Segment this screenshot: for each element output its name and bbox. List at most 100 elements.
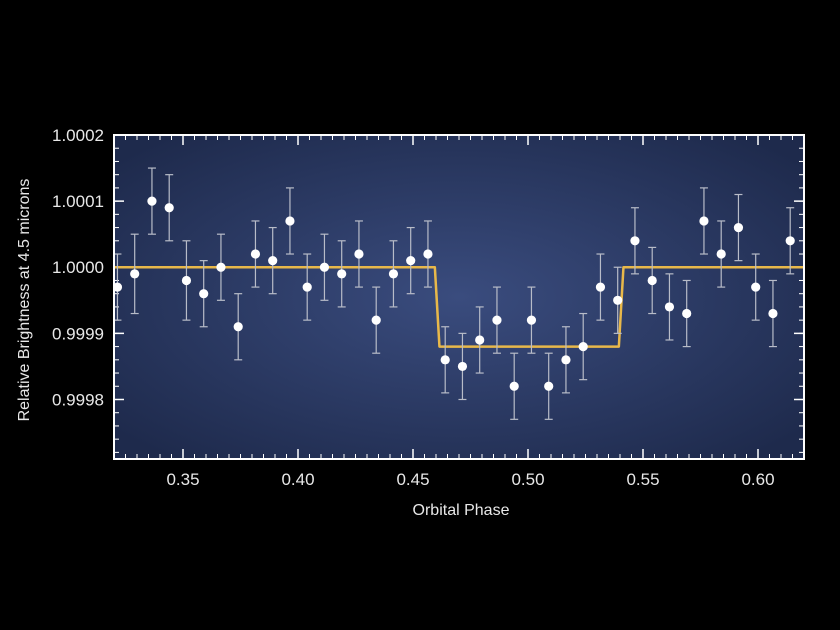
point-marker [114,282,123,292]
data-point [475,306,485,374]
data-point [406,226,416,295]
y-tick-label: 0.9998 [52,390,104,409]
point-marker [337,269,347,279]
point-marker [423,249,433,259]
data-point [699,187,709,255]
data-point [682,279,692,348]
x-tick-labels: 0.35 0.40 0.45 0.50 0.55 0.60 [166,470,774,489]
model-layer [114,265,804,348]
point-marker [388,269,399,279]
point-marker [147,196,157,206]
point-marker [613,295,623,305]
x-tick-label: 0.60 [741,470,774,489]
point-marker [371,315,381,325]
data-point [630,207,640,275]
data-point [319,233,330,301]
data-point [526,286,537,354]
y-tick-labels: 0.9998 0.9999 1.0000 1.0001 1.0002 [52,126,104,409]
point-marker [181,275,192,286]
y-tick-label: 1.0002 [52,126,104,145]
points-layer [114,167,795,420]
x-axis-label: Orbital Phase [413,502,510,519]
point-marker [630,236,640,246]
point-marker [509,381,519,391]
point-marker [785,236,795,246]
point-marker [216,262,226,272]
point-marker [319,262,330,272]
data-point [509,352,519,420]
y-axis-label: Relative Brightness at 4.5 microns [16,179,33,422]
point-marker [595,282,606,292]
data-point [181,240,192,321]
x-tick-label: 0.35 [166,470,199,489]
x-tick-label: 0.50 [511,470,544,489]
data-point [613,266,623,334]
point-marker [285,216,295,226]
point-marker [354,249,364,259]
point-marker [250,249,261,259]
data-point [285,187,295,255]
data-point [716,220,726,288]
point-marker [233,322,243,332]
point-marker [664,302,675,312]
plot-frame [113,134,805,460]
y-tick-label: 0.9999 [52,324,104,343]
point-marker [475,335,485,345]
transit-model-line [114,265,804,348]
y-tick-label: 1.0001 [52,192,104,211]
point-marker [457,361,468,372]
data-point [388,240,399,308]
y-tick-label: 1.0000 [52,258,104,277]
data-point [423,220,433,288]
data-point [147,167,157,235]
data-point [492,286,502,354]
point-marker [561,355,571,365]
point-marker [199,289,209,299]
data-point [595,253,606,321]
data-point [664,273,675,341]
data-point [371,286,381,354]
data-point [199,260,209,328]
point-marker [268,256,278,266]
point-marker [751,282,761,292]
data-point [250,220,261,288]
point-marker [406,256,416,266]
plot-area [114,135,804,459]
data-point [233,293,243,361]
data-point [354,220,364,288]
data-point [268,226,278,295]
point-marker [164,203,174,213]
x-tick-label: 0.55 [626,470,659,489]
point-marker [130,269,140,279]
data-point [785,207,795,275]
data-point [768,279,778,348]
x-tick-label: 0.45 [396,470,429,489]
data-point [647,246,657,315]
data-point [164,174,174,242]
data-point [130,233,140,315]
data-point [440,326,450,394]
data-point [216,233,226,301]
data-point [578,312,588,381]
data-point [544,352,554,420]
data-point [561,326,571,394]
data-point [337,240,347,308]
point-marker [578,341,588,352]
data-point [114,253,123,321]
data-point [733,193,744,262]
point-marker [716,249,726,259]
data-point [457,332,468,401]
point-marker [768,308,778,319]
point-marker [647,275,657,286]
point-marker [492,315,502,325]
x-tick-label: 0.40 [281,470,314,489]
point-marker [682,308,692,319]
data-point [302,253,312,321]
point-marker [544,381,554,391]
point-marker [526,315,537,325]
point-marker [699,216,709,226]
point-marker [302,282,312,292]
point-marker [440,355,450,365]
point-marker [733,222,744,233]
